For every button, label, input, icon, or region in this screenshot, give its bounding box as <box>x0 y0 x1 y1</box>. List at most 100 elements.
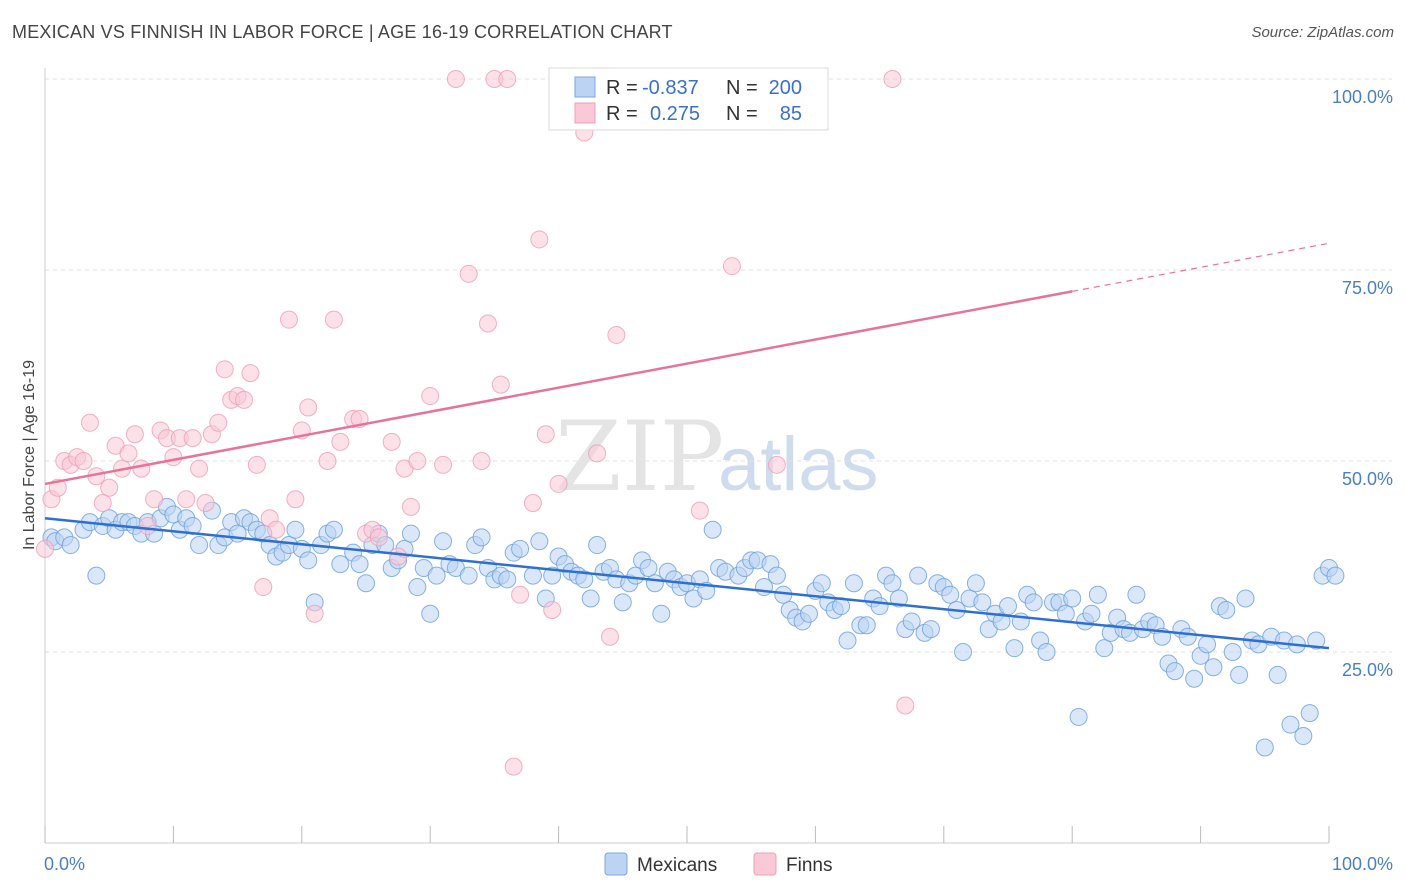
finns-point <box>883 70 902 88</box>
legend-box: R = -0.837 N = 200 R = 0.275 N = 85 <box>548 67 829 131</box>
mexicans-point <box>357 574 375 593</box>
finns-point <box>401 497 420 516</box>
bottom-legend-finns: Finns <box>786 855 832 876</box>
x-tick-label-min: 0.0% <box>44 854 85 874</box>
legend-mexicans-n-value: 200 <box>769 77 802 99</box>
mexicans-point <box>1300 704 1319 723</box>
mexicans-point <box>350 555 369 574</box>
finns-point <box>530 230 549 249</box>
finns-point <box>138 516 157 535</box>
mexicans-point <box>459 566 478 585</box>
legend-mexicans-r-value: -0.837 <box>642 77 699 99</box>
mexicans-point <box>588 536 607 555</box>
mexicans-point <box>902 612 921 631</box>
mexicans-point <box>613 593 632 612</box>
mexicans-point <box>472 528 491 547</box>
legend-finns-r-label: R = <box>606 103 638 125</box>
finns-point <box>767 455 786 474</box>
mexicans-point <box>703 520 722 539</box>
legend-finns-n-label: N = <box>726 103 758 125</box>
finns-point <box>472 452 491 470</box>
mexicans-point <box>299 551 318 570</box>
trend-line-mexicans <box>44 517 1330 650</box>
mexicans-point <box>909 566 928 585</box>
mexicans-point <box>954 643 973 661</box>
trend-line-finns-extension <box>1072 242 1330 292</box>
mexicans-point <box>1326 566 1345 585</box>
finns-point <box>504 757 523 776</box>
finns-point <box>286 490 305 509</box>
mexicans-point <box>870 597 889 616</box>
series-finns <box>36 70 915 776</box>
bottom-legend: Mexicans Finns <box>604 852 832 876</box>
mexicans-point <box>1088 585 1107 604</box>
finns-point <box>36 539 54 558</box>
finns-point <box>74 452 93 470</box>
y-tick-label: 25.0% <box>1342 660 1393 680</box>
legend-mexicans-r-label: R = <box>606 77 638 99</box>
mexicans-point <box>1230 665 1249 684</box>
mexicans-point <box>812 574 831 593</box>
mexicans-point <box>999 597 1017 616</box>
finns-point <box>215 360 234 379</box>
mexicans-point <box>883 574 902 593</box>
mexicans-point <box>581 589 600 608</box>
watermark-atlas: atlas <box>718 422 879 507</box>
trend-lines <box>44 242 1330 650</box>
finns-point <box>164 448 183 467</box>
mexicans-point <box>838 631 857 650</box>
finns-point <box>209 413 228 432</box>
series-mexicans <box>42 497 1345 757</box>
mexicans-point <box>1127 585 1146 604</box>
finns-point <box>279 310 298 329</box>
gridlines <box>45 78 1392 653</box>
mexicans-point <box>543 566 562 585</box>
mexicans-point <box>1082 604 1101 623</box>
mexicans-point <box>530 532 549 551</box>
mexicans-point <box>889 589 908 608</box>
mexicans-point <box>652 604 671 623</box>
finns-point <box>241 364 260 383</box>
finns-point <box>536 425 555 444</box>
finns-point <box>543 600 562 619</box>
mexicans-point <box>421 604 440 623</box>
mexicans-point <box>190 536 209 555</box>
mexicans-point <box>1307 631 1326 650</box>
finns-point <box>324 310 343 329</box>
mexicans-point <box>1095 639 1114 658</box>
finns-point <box>421 387 440 406</box>
mexicans-point <box>331 555 350 574</box>
mexicans-point <box>1037 643 1056 661</box>
mexicans-point <box>1185 669 1204 688</box>
bottom-legend-swatch-finns <box>753 852 777 876</box>
mexicans-point <box>844 574 863 593</box>
legend-mexicans-n-label: N = <box>726 77 758 99</box>
legend-swatch-mexicans <box>574 76 596 98</box>
finns-point <box>235 390 254 409</box>
source-label: Source: ZipAtlas.com <box>1251 24 1394 41</box>
mexicans-point <box>639 558 658 577</box>
finns-point <box>177 490 196 509</box>
finns-point <box>600 627 619 646</box>
mexicans-point <box>1204 658 1223 677</box>
mexicans-point <box>1165 662 1184 681</box>
finns-point <box>607 325 626 344</box>
mexicans-point <box>434 532 453 551</box>
finns-point <box>523 494 542 513</box>
mexicans-point <box>799 604 818 623</box>
watermark-zip: ZIP <box>555 401 724 513</box>
y-tick-label: 75.0% <box>1342 278 1393 298</box>
mexicans-point <box>1294 727 1313 746</box>
mexicans-point <box>286 520 305 539</box>
finns-point <box>299 398 318 417</box>
finns-point <box>722 257 741 276</box>
tick-labels: 25.0% 50.0% 75.0% 100.0% 0.0% 100.0% <box>44 87 1393 874</box>
finns-point <box>588 444 607 463</box>
mexicans-point <box>324 520 343 539</box>
x-tick-label-max: 100.0% <box>1332 854 1393 874</box>
finns-point <box>247 455 266 474</box>
mexicans-point <box>1223 643 1242 661</box>
finns-point <box>80 413 99 432</box>
finns-point <box>305 604 324 623</box>
y-tick-label: 50.0% <box>1342 469 1393 489</box>
